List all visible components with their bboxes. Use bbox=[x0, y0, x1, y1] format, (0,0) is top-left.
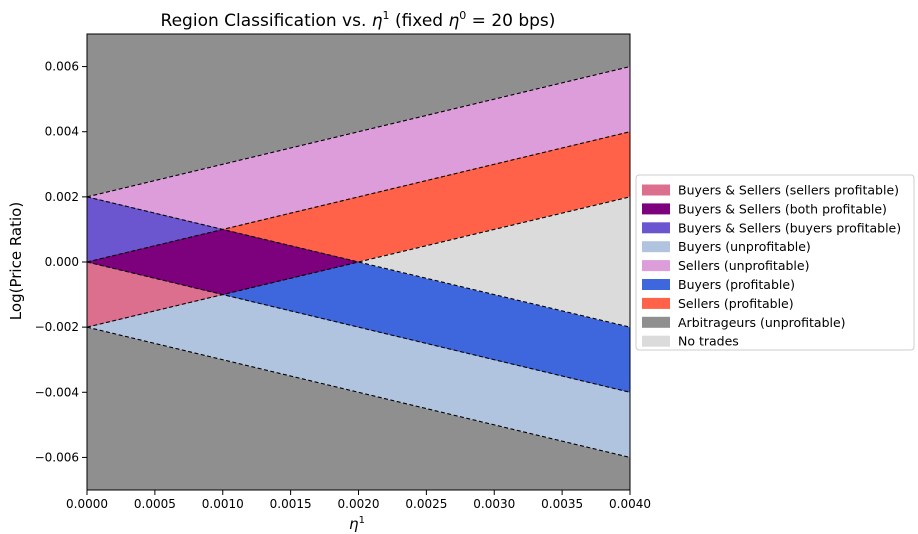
x-tick-label: 0.0005 bbox=[134, 497, 176, 511]
x-tick-label: 0.0020 bbox=[338, 497, 380, 511]
boundary-line-6 bbox=[86, 326, 631, 458]
legend-label: Arbitrageurs (unprofitable) bbox=[678, 315, 846, 330]
legend-swatch bbox=[642, 184, 670, 196]
legend-label: Buyers & Sellers (sellers profitable) bbox=[678, 183, 899, 198]
x-tick-label: 0.0015 bbox=[270, 497, 312, 511]
legend-swatch bbox=[642, 222, 670, 234]
legend-label: Buyers (unprofitable) bbox=[678, 239, 811, 254]
legend-swatch bbox=[642, 297, 670, 309]
boundary-line-1 bbox=[86, 66, 631, 198]
legend-label: Sellers (unprofitable) bbox=[678, 258, 809, 273]
x-tick-label: 0.0000 bbox=[66, 497, 108, 511]
y-tick-label: 0.004 bbox=[45, 125, 79, 139]
legend-frame bbox=[635, 174, 915, 351]
y-tick-label: 0.006 bbox=[45, 60, 79, 74]
boundary-line-2 bbox=[86, 196, 631, 328]
y-tick-label: −0.002 bbox=[35, 320, 79, 334]
x-tick-label: 0.0030 bbox=[473, 497, 515, 511]
legend: Buyers & Sellers (sellers profitable) Buy… bbox=[635, 174, 915, 351]
legend-label: Sellers (profitable) bbox=[678, 296, 794, 311]
y-tick-label: −0.006 bbox=[35, 450, 79, 464]
y-axis-label: Log(Price Ratio) bbox=[7, 202, 25, 320]
y-axis: −0.006 −0.004 −0.002 0.000 0.002 0.004 0.006 bbox=[35, 60, 87, 464]
x-tick-label: 0.0025 bbox=[405, 497, 447, 511]
legend-swatch bbox=[642, 260, 670, 272]
x-tick-label: 0.0010 bbox=[202, 497, 244, 511]
y-tick-label: 0.002 bbox=[45, 190, 79, 204]
y-tick-label: 0.000 bbox=[45, 255, 79, 269]
boundary-line-5 bbox=[86, 196, 631, 328]
y-tick-label: −0.004 bbox=[35, 385, 79, 399]
legend-label: Buyers & Sellers (buyers profitable) bbox=[678, 220, 901, 235]
legend-swatch bbox=[642, 241, 670, 253]
legend-swatch bbox=[642, 279, 670, 290]
boundary-line-3 bbox=[86, 131, 631, 263]
x-tick-label: 0.0035 bbox=[541, 497, 583, 511]
legend-label: Buyers & Sellers (both profitable) bbox=[678, 201, 887, 216]
legend-swatch bbox=[642, 316, 670, 328]
legend-swatch bbox=[642, 203, 670, 215]
x-axis: 0.0000 0.0005 0.0010 0.0015 0.0020 0.0025 0.00… bbox=[66, 490, 651, 511]
boundary-line-4 bbox=[86, 261, 631, 393]
x-tick-label: 0.0040 bbox=[609, 497, 651, 511]
legend-label: Buyers (profitable) bbox=[678, 277, 795, 292]
x-axis-label: η1 bbox=[349, 515, 365, 533]
chart-title: Region Classification vs. η1 (fixed η0 =… bbox=[161, 9, 556, 31]
legend-label: No trades bbox=[678, 334, 739, 349]
legend-swatch bbox=[642, 335, 670, 347]
plot-area bbox=[86, 33, 631, 491]
